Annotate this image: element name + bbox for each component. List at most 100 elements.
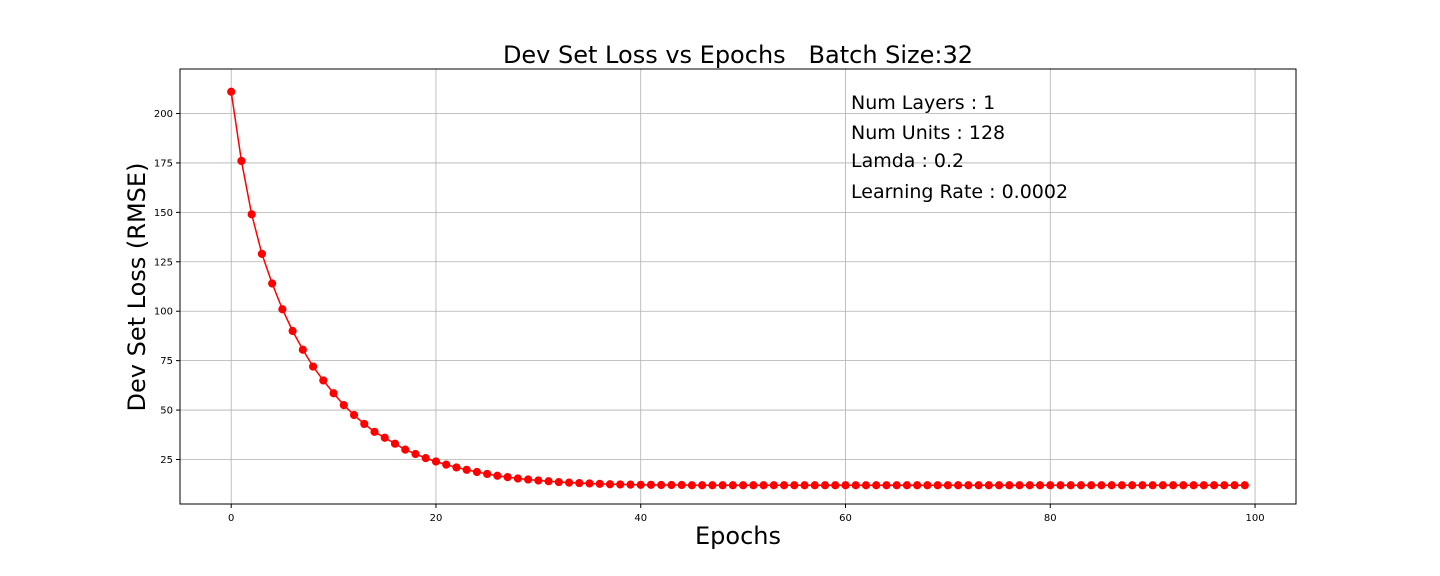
data-point xyxy=(605,480,615,489)
chart-title: Dev Set Loss vs Epochs Batch Size:32 xyxy=(503,41,973,69)
data-point xyxy=(390,439,400,448)
data-point xyxy=(882,481,891,490)
x-tick-label: 80 xyxy=(1044,513,1057,524)
data-point xyxy=(483,469,492,479)
data-point xyxy=(1240,481,1249,490)
data-point xyxy=(1179,481,1188,490)
y-tick-label: 25 xyxy=(160,455,173,466)
data-point xyxy=(984,481,993,490)
data-point xyxy=(667,480,676,490)
data-point xyxy=(769,481,778,490)
data-point xyxy=(677,480,686,490)
ticks-layer: 0 20 40 60 80 100 25 50 75 100 125 150 175 200 xyxy=(154,109,1265,524)
data-point xyxy=(800,481,809,490)
data-point xyxy=(1199,481,1208,490)
y-tick-label: 75 xyxy=(160,356,173,367)
data-point xyxy=(298,345,307,354)
data-point xyxy=(585,479,594,488)
data-point xyxy=(462,465,471,474)
data-point xyxy=(329,389,338,398)
data-point xyxy=(554,477,563,487)
data-point xyxy=(749,481,758,490)
data-point xyxy=(472,467,482,477)
data-point xyxy=(401,445,410,454)
data-point xyxy=(1035,481,1045,490)
annotation-line: Num Layers : 1 xyxy=(851,92,995,114)
data-point xyxy=(1046,481,1055,490)
data-point xyxy=(442,460,451,469)
data-point xyxy=(790,481,799,490)
data-point xyxy=(411,449,420,459)
data-point xyxy=(728,481,737,490)
data-point xyxy=(851,481,860,490)
data-point xyxy=(923,481,932,490)
data-point xyxy=(349,410,359,420)
data-point xyxy=(534,476,543,485)
y-tick-label: 50 xyxy=(160,406,173,417)
data-point xyxy=(544,477,553,486)
data-point xyxy=(708,481,717,490)
data-point xyxy=(1015,481,1024,490)
data-point xyxy=(954,481,963,490)
y-tick-label: 175 xyxy=(154,158,173,169)
data-point xyxy=(227,87,236,96)
data-point xyxy=(380,433,389,442)
data-point xyxy=(247,210,256,219)
data-point xyxy=(1117,481,1127,490)
data-point xyxy=(779,481,789,490)
data-point xyxy=(431,457,441,466)
data-point xyxy=(1066,481,1075,490)
x-axis-label: Epochs xyxy=(695,522,781,550)
data-point xyxy=(636,480,645,489)
series-layer xyxy=(227,87,1249,490)
data-point xyxy=(964,481,973,490)
data-point xyxy=(360,419,369,429)
data-point xyxy=(841,481,850,490)
data-point xyxy=(524,475,533,484)
data-point xyxy=(1128,481,1137,490)
data-point xyxy=(1169,481,1178,490)
data-point xyxy=(1209,481,1219,490)
annotation-line: Num Units : 128 xyxy=(851,122,1005,144)
plot-frame xyxy=(179,68,1297,505)
data-point xyxy=(646,480,656,489)
data-point xyxy=(493,471,502,480)
data-point xyxy=(810,481,819,490)
data-point xyxy=(1158,481,1167,490)
data-point xyxy=(913,481,922,490)
data-point xyxy=(503,473,512,482)
data-point xyxy=(820,481,830,490)
data-point xyxy=(943,481,952,490)
data-point xyxy=(616,480,625,489)
grid-lines xyxy=(180,69,1296,504)
data-point xyxy=(1148,481,1157,490)
data-point xyxy=(902,481,912,490)
data-point xyxy=(698,481,707,490)
data-point xyxy=(687,481,697,490)
annotation-line: Lamda : 0.2 xyxy=(851,150,964,172)
data-point xyxy=(575,478,584,488)
data-point xyxy=(1076,481,1086,490)
x-tick-label: 40 xyxy=(634,513,647,524)
y-tick-label: 150 xyxy=(154,208,173,219)
data-point xyxy=(452,463,461,472)
data-point xyxy=(339,401,348,410)
data-point xyxy=(831,481,840,490)
data-point xyxy=(1087,481,1096,490)
y-tick-label: 125 xyxy=(154,257,173,268)
data-point xyxy=(278,305,287,314)
data-point xyxy=(309,362,318,371)
series-line xyxy=(230,91,1245,486)
data-point xyxy=(1189,481,1198,490)
data-point xyxy=(739,481,748,490)
data-point xyxy=(370,427,379,436)
y-axis-label: Dev Set Loss (RMSE) xyxy=(123,163,151,412)
data-point xyxy=(319,376,328,385)
data-point xyxy=(421,454,430,463)
x-tick-label: 20 xyxy=(430,513,443,524)
data-point xyxy=(1005,481,1014,490)
data-point xyxy=(872,481,881,490)
y-tick-label: 200 xyxy=(154,109,173,120)
data-point xyxy=(1097,481,1106,490)
data-point xyxy=(513,474,522,483)
